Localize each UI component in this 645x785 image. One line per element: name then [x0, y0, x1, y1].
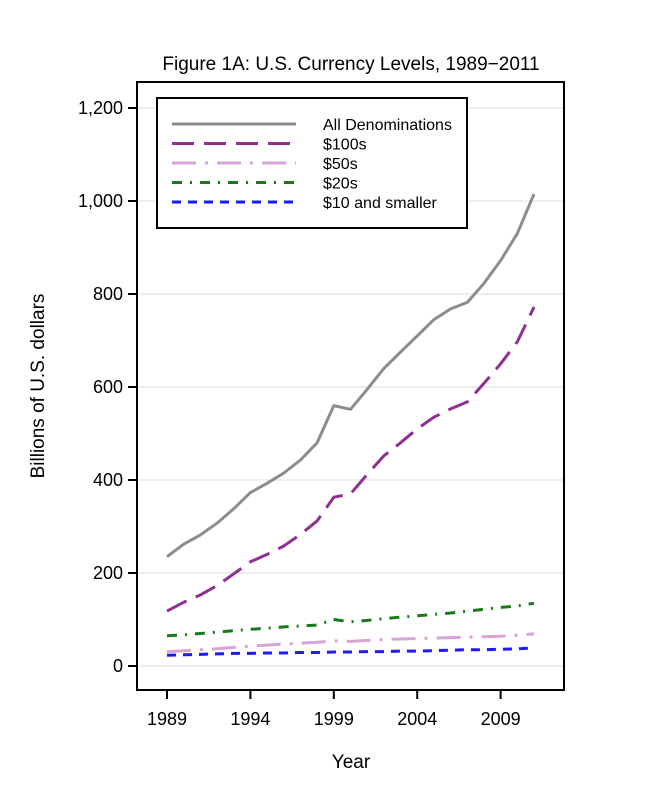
series-line-2 — [166, 632, 535, 654]
chart-title: Figure 1A: U.S. Currency Levels, 1989−20… — [162, 54, 539, 75]
x-tick-label: 2009 — [481, 709, 521, 729]
legend-label-0: All Denominations — [323, 117, 452, 134]
axes: 0 200 400 600 800 1,000 1,200 1989 1994 1999 2004 2… — [78, 98, 521, 729]
series-line-1 — [166, 306, 536, 613]
y-tick-label: 600 — [93, 377, 123, 397]
legend-label-4: $10 and smaller — [323, 195, 438, 212]
legend-box — [156, 97, 468, 229]
x-tick-label: 1994 — [230, 709, 270, 729]
y-tick-label: 0 — [113, 656, 123, 676]
y-tick-label: 400 — [93, 470, 123, 490]
legend: All Denominations $100s $50s $20s $10 and sm… — [156, 97, 468, 229]
x-tick-label: 1989 — [147, 709, 187, 729]
series-lines — [166, 193, 536, 657]
legend-label-3: $20s — [323, 176, 358, 193]
legend-label-2: $50s — [323, 156, 358, 173]
series-line-3 — [166, 601, 535, 638]
series-line-4 — [166, 646, 535, 657]
x-tick-label: 2004 — [397, 709, 437, 729]
y-tick-label: 800 — [93, 284, 123, 304]
legend-label-1: $100s — [323, 137, 367, 154]
series-line-0 — [166, 193, 536, 558]
x-axis-title: Year — [332, 752, 371, 773]
y-tick-label: 1,000 — [78, 191, 123, 211]
x-tick-label: 1999 — [314, 709, 354, 729]
y-tick-label: 1,200 — [78, 98, 123, 118]
y-axis-title: Billions of U.S. dollars — [28, 294, 49, 479]
y-tick-label: 200 — [93, 563, 123, 583]
